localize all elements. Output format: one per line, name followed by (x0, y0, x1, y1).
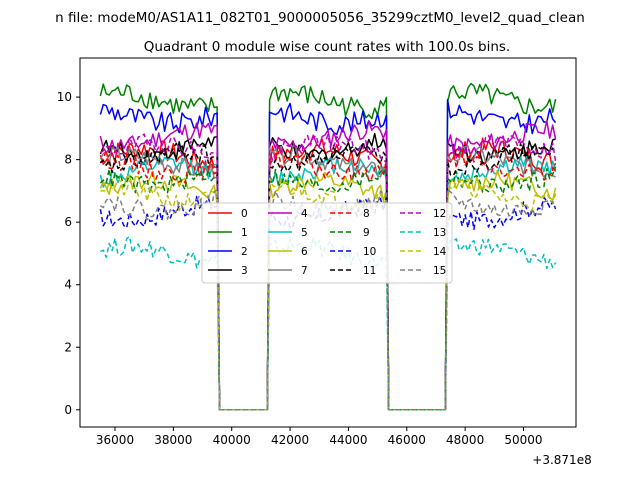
x-tick-label: 36000 (96, 433, 134, 447)
legend-label-15: 15 (433, 265, 446, 277)
legend-label-1: 1 (241, 227, 248, 239)
legend-label-4: 4 (301, 208, 308, 220)
series-line-1 (99, 82, 557, 411)
legend-label-9: 9 (363, 227, 370, 239)
series-line-12 (99, 133, 557, 411)
series-line-7 (99, 144, 556, 411)
legend-label-0: 0 (241, 208, 248, 220)
legend-label-12: 12 (433, 208, 446, 220)
x-axis: 36000 38000 40000 42000 44000 46000 48000 50000 (96, 427, 543, 447)
series-line-3 (99, 132, 556, 411)
legend-label-5: 5 (301, 227, 308, 239)
x-tick-label: 44000 (329, 433, 367, 447)
x-tick-label: 46000 (388, 433, 426, 447)
x-tick-label: 38000 (154, 433, 192, 447)
legend-label-10: 10 (363, 246, 376, 258)
y-tick-label: 0 (64, 403, 72, 417)
x-tick-label: 48000 (446, 433, 484, 447)
y-tick-label: 6 (64, 215, 72, 229)
series-line-2 (99, 99, 557, 411)
chart-title: Quadrant 0 module wise count rates with … (144, 39, 510, 55)
series-line-15 (100, 188, 557, 411)
legend-label-3: 3 (241, 265, 248, 277)
legend-label-13: 13 (433, 227, 446, 239)
x-axis-offset-label: +3.871e8 (532, 453, 591, 467)
y-tick-label: 10 (57, 90, 72, 104)
x-tick-label: 40000 (213, 433, 251, 447)
legend-label-6: 6 (301, 246, 308, 258)
x-tick-label: 42000 (271, 433, 309, 447)
plot-frame (79, 57, 577, 428)
legend-label-8: 8 (363, 208, 370, 220)
y-axis: 0 2 4 6 8 10 (57, 90, 80, 417)
legend-label-14: 14 (433, 246, 447, 258)
figure-suptitle: n file: modeM0/AS1A11_082T01_9000005056_… (55, 10, 585, 26)
x-tick-label: 50000 (504, 433, 542, 447)
series-line-9 (99, 166, 557, 411)
series-line-14 (100, 177, 557, 411)
series-line-4 (99, 120, 557, 411)
legend-frame (201, 202, 453, 284)
legend-label-7: 7 (301, 265, 308, 277)
legend-label-2: 2 (241, 246, 248, 258)
series-line-8 (99, 149, 557, 411)
y-tick-label: 8 (64, 153, 72, 167)
y-tick-label: 4 (64, 278, 72, 292)
y-tick-label: 2 (64, 340, 72, 354)
legend-label-11: 11 (363, 265, 376, 277)
